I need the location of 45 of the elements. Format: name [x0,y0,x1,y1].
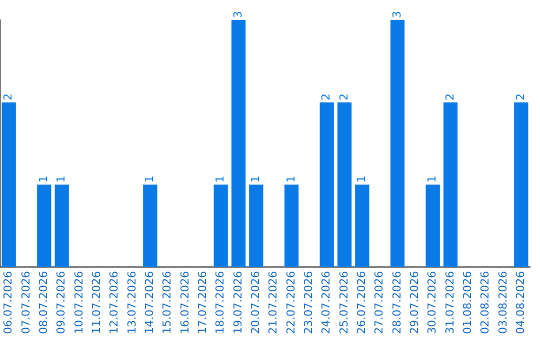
x-tick-label: 15.07.2026 [160,271,174,334]
data-label: 2 [320,93,333,100]
x-tick-label: 30.07.2026 [426,271,439,334]
x-tick-label: 09.07.2026 [54,271,68,334]
x-tick-label: 19.07.2026 [231,271,244,334]
data-label: 1 [355,176,368,183]
x-tick-label: 03.08.2026 [496,271,510,334]
x-tick-label: 28.07.2026 [390,271,404,334]
x-tick-label: 16.07.2026 [178,271,192,334]
x-tick-label: 26.07.2026 [355,271,368,334]
data-label: 2 [443,93,456,100]
x-tick-label: 11.07.2026 [90,271,104,334]
x-tick-label: 14.07.2026 [143,271,156,334]
data-label: 2 [514,93,528,100]
x-tick-label: 01.08.2026 [461,271,474,334]
x-tick-label: 04.08.2026 [514,271,528,334]
data-label: 1 [426,176,439,183]
data-label: 1 [37,176,50,183]
x-tick-label: 25.07.2026 [337,271,350,334]
x-tick-label: 24.07.2026 [320,271,333,334]
x-tick-label: 12.07.2026 [108,271,121,334]
x-tick-label: 02.08.2026 [478,271,492,334]
data-label: 3 [390,11,404,18]
x-tick-label: 13.07.2026 [125,271,138,334]
data-label: 1 [284,176,298,183]
x-tick-label: 06.07.2026 [2,271,15,334]
data-label: 1 [143,176,156,183]
x-tick-label: 31.07.2026 [443,271,456,334]
x-tick-label: 23.07.2026 [302,271,316,334]
x-tick-label: 27.07.2026 [372,271,386,334]
x-tick-label: 17.07.2026 [196,271,210,334]
data-label: 3 [231,11,244,18]
data-label: 1 [214,176,227,183]
x-tick-label: 07.07.2026 [19,271,32,334]
x-tick-label: 21.07.2026 [266,271,280,334]
x-tick-label: 10.07.2026 [72,271,86,334]
data-label: 1 [54,176,68,183]
x-tick-label: 18.07.2026 [214,271,227,334]
data-label: 2 [2,93,15,100]
data-label: 2 [337,93,350,100]
x-tick-label: 20.07.2026 [249,271,262,334]
x-tick-label: 29.07.2026 [408,271,422,334]
data-label: 1 [249,176,262,183]
x-tick-label: 22.07.2026 [284,271,298,334]
x-tick-label: 08.07.2026 [37,271,50,334]
